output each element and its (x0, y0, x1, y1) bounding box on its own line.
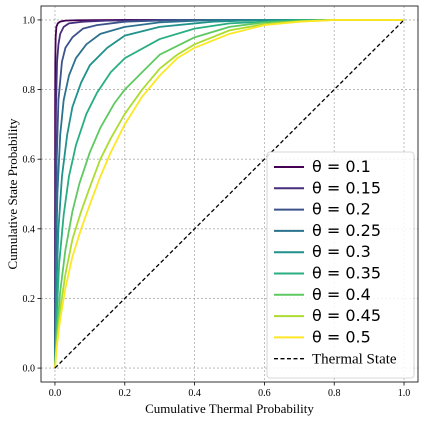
x-tick-label: 1.0 (398, 388, 411, 399)
series-line-1 (54, 19, 405, 369)
series-line-2 (54, 19, 405, 369)
series-line-6 (54, 19, 405, 369)
x-tick-label: 0.6 (258, 388, 271, 399)
legend-label-6: θ = 0.35 (312, 264, 381, 283)
series-line-4 (54, 19, 405, 369)
x-tick-label: 0.2 (119, 388, 132, 399)
series-line-7 (54, 19, 405, 369)
legend-label-3: θ = 0.2 (312, 200, 371, 219)
x-axis-label: Cumulative Thermal Probability (145, 401, 314, 416)
y-tick-label: 0.4 (23, 224, 36, 235)
legend-label-8: θ = 0.45 (312, 306, 381, 325)
legend-box (266, 151, 415, 379)
x-ticks: 0.0 0.2 0.4 0.6 0.8 1.0 (49, 382, 411, 399)
series-group (54, 19, 405, 369)
series-line-10 (54, 19, 405, 369)
x-tick-label: 0.8 (328, 388, 341, 399)
series-line-9 (54, 19, 405, 369)
y-tick-label: 1.0 (23, 15, 36, 26)
series-line-8 (54, 19, 405, 369)
legend: θ = 0.1 θ = 0.15 θ = 0.2 θ = 0.25 θ = 0.3 θ =… (266, 151, 415, 379)
y-tick-label: 0.2 (23, 294, 36, 305)
legend-label-5: θ = 0.3 (312, 242, 371, 261)
series-line-3 (54, 19, 405, 369)
y-tick-label: 0.6 (23, 155, 36, 166)
y-ticks: 0.0 0.2 0.4 0.6 0.8 1.0 (23, 15, 41, 375)
series-line-5 (54, 19, 405, 369)
legend-label-9: θ = 0.5 (312, 327, 371, 346)
y-axis-label: Cumulative State Probability (5, 118, 20, 269)
legend-label-2: θ = 0.15 (312, 178, 381, 197)
x-tick-label: 0.0 (49, 388, 62, 399)
legend-label-1: θ = 0.1 (312, 157, 371, 176)
x-tick-label: 0.4 (188, 388, 201, 399)
plot-frame (40, 5, 419, 383)
y-tick-label: 0.8 (23, 85, 36, 96)
y-tick-label: 0.0 (23, 364, 36, 375)
legend-label-10: Thermal State (312, 352, 397, 368)
legend-label-7: θ = 0.4 (312, 285, 371, 304)
legend-label-4: θ = 0.25 (312, 221, 381, 240)
